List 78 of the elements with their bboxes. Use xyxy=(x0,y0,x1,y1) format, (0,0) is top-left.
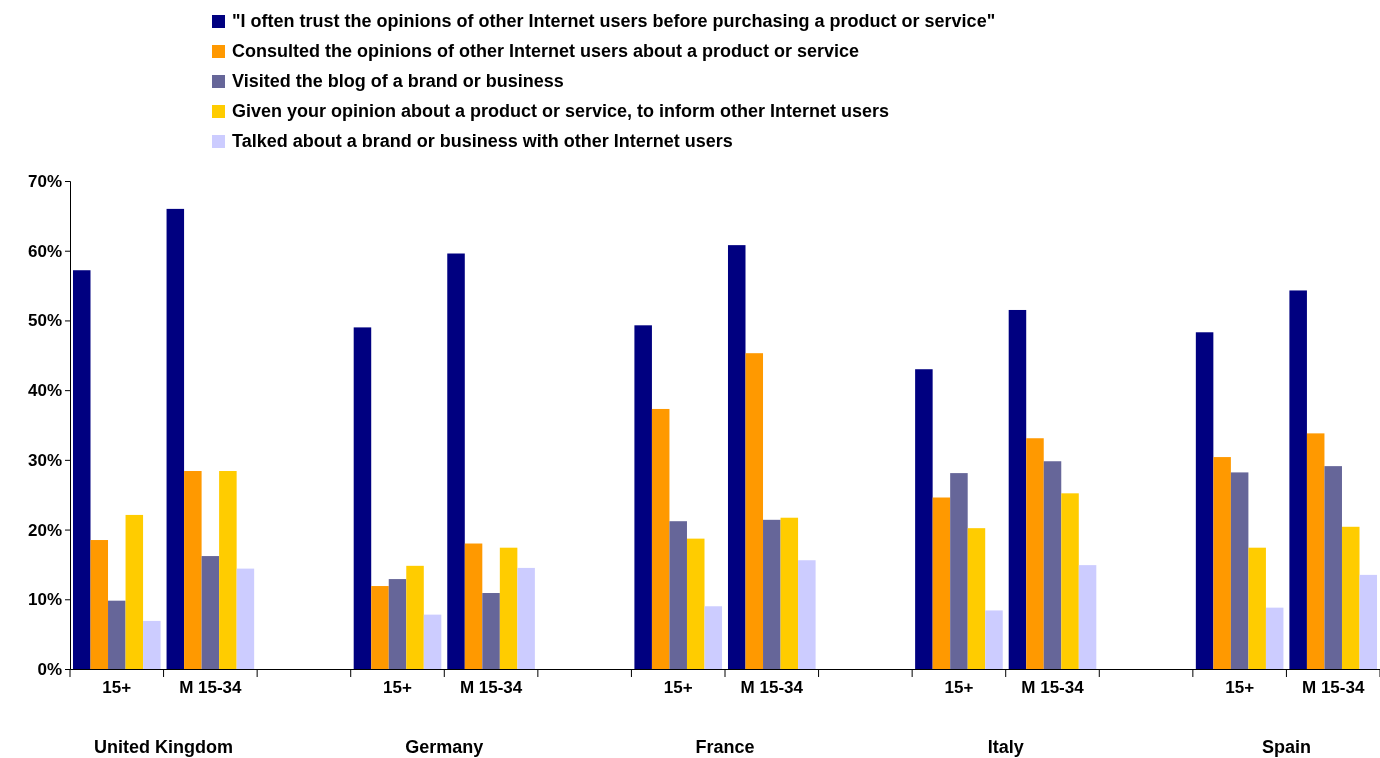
bar xyxy=(915,369,933,669)
x-tick-label: M 15-34 xyxy=(459,678,523,698)
x-tick-label: M 15-34 xyxy=(740,678,804,698)
bar xyxy=(482,593,500,669)
bar xyxy=(72,270,91,669)
bar xyxy=(1230,472,1249,669)
x-tick-label: 15+ xyxy=(663,678,693,698)
bar xyxy=(108,600,126,669)
bar xyxy=(686,538,705,669)
bar xyxy=(1359,574,1378,669)
bar xyxy=(1043,461,1062,669)
bar xyxy=(388,579,407,669)
x-tick-label: M 15-34 xyxy=(1302,678,1365,698)
x-tick-label: 15+ xyxy=(102,678,132,698)
bar xyxy=(651,408,670,669)
y-tick-label: 50% xyxy=(27,311,62,331)
x-tick-label: M 15-34 xyxy=(1021,678,1085,698)
y-tick-label: 20% xyxy=(27,520,62,540)
legend-label: Given your opinion about a product or service, to inform other Internet users xyxy=(232,101,890,121)
bar xyxy=(1061,493,1079,669)
bar xyxy=(950,473,968,669)
bar xyxy=(353,327,372,669)
bar xyxy=(219,471,237,669)
bar xyxy=(1265,607,1284,669)
bar xyxy=(634,325,652,669)
legend-label: Consulted the opinions of other Internet users about a product or service xyxy=(232,41,860,61)
x-tick-label: 15+ xyxy=(944,678,974,698)
y-tick-label: 40% xyxy=(27,381,62,401)
bar xyxy=(1248,547,1266,669)
legend-label: "I often trust the opinions of other Internet users before purchasing a product or service" xyxy=(232,11,996,31)
legend-label: Talked about a brand or business with other Internet users xyxy=(232,131,733,151)
legend-label: Visited the blog of a brand or business xyxy=(232,71,564,91)
bar xyxy=(1341,526,1360,669)
text: United Kingdom xyxy=(94,737,234,757)
bar xyxy=(499,547,518,669)
bar xyxy=(517,567,535,669)
y-tick-label: 30% xyxy=(27,450,62,470)
bar xyxy=(184,471,202,669)
bar xyxy=(1324,466,1342,669)
bar xyxy=(371,586,389,669)
text: Italy xyxy=(987,737,1024,757)
x-tick-label: 15+ xyxy=(1225,678,1255,698)
text: France xyxy=(695,737,755,757)
bar xyxy=(1306,433,1325,669)
bar xyxy=(236,568,255,669)
bar xyxy=(1026,438,1044,669)
bar xyxy=(932,497,951,669)
y-tick-label: 70% xyxy=(27,171,62,191)
bar xyxy=(464,543,483,669)
y-tick-label: 10% xyxy=(27,590,62,610)
bar xyxy=(745,353,764,669)
bar xyxy=(1195,332,1214,669)
bar xyxy=(1078,565,1097,669)
bar xyxy=(423,614,442,669)
bar xyxy=(780,517,799,669)
x-tick-label: 15+ xyxy=(383,678,412,698)
x-tick-label: M 15-34 xyxy=(179,678,243,698)
bar xyxy=(1289,290,1307,669)
y-tick-label: 60% xyxy=(27,241,62,261)
bar xyxy=(669,521,687,669)
bar xyxy=(704,606,723,669)
bar xyxy=(166,208,185,669)
bar xyxy=(1008,309,1027,669)
bar xyxy=(967,528,986,669)
text: Germany xyxy=(405,737,484,757)
bar xyxy=(1213,457,1231,669)
bar xyxy=(985,610,1003,669)
bar xyxy=(201,556,220,669)
bar xyxy=(727,245,746,669)
bar xyxy=(798,560,816,669)
bar xyxy=(763,519,781,669)
bar xyxy=(406,565,424,669)
bar xyxy=(125,514,144,669)
text: Spain xyxy=(1261,737,1311,757)
bar xyxy=(447,253,465,669)
bar xyxy=(90,540,109,669)
bar xyxy=(143,620,161,669)
y-tick-label: 0% xyxy=(37,659,62,679)
